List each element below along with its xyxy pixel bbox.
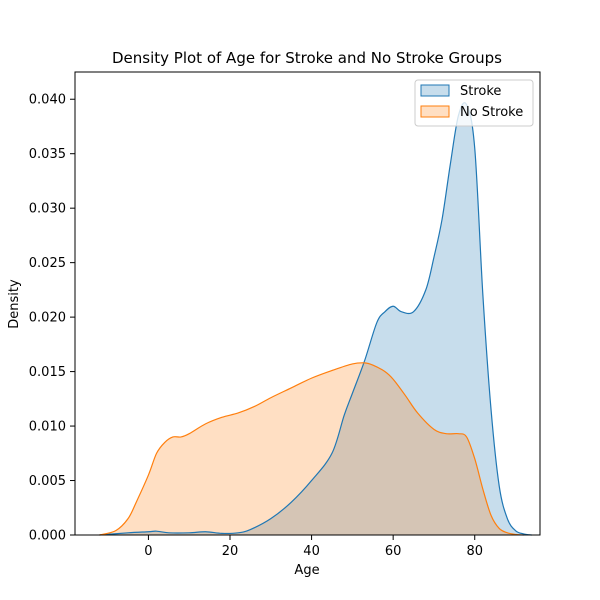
legend-box bbox=[414, 79, 534, 127]
x-axis-ticks: 0 20 40 60 80 bbox=[144, 535, 483, 559]
legend-label-stroke: Stroke bbox=[460, 84, 501, 99]
y-axis-ticks: 0.000 0.005 0.010 0.015 0.020 0.025 0.030 0.035… bbox=[29, 93, 75, 544]
y-tick-label: 0.015 bbox=[29, 365, 66, 380]
legend: Stroke No Stroke bbox=[414, 79, 534, 127]
y-tick-label: 0.035 bbox=[29, 147, 66, 162]
y-tick-label: 0.005 bbox=[29, 474, 66, 489]
legend-swatch-no-stroke bbox=[420, 105, 450, 118]
y-tick-label: 0.030 bbox=[29, 202, 66, 217]
plot-frame bbox=[74, 71, 541, 536]
density-area-no-stroke bbox=[99, 362, 524, 535]
chart-title: Density Plot of Age for Stroke and No St… bbox=[112, 49, 502, 67]
x-tick-label: 0 bbox=[144, 544, 152, 559]
x-tick-label: 40 bbox=[303, 544, 320, 559]
density-lines bbox=[99, 102, 532, 536]
y-axis-label: Density bbox=[7, 279, 22, 329]
x-tick-label: 80 bbox=[466, 544, 483, 559]
legend-swatch-stroke bbox=[420, 84, 450, 97]
y-tick-label: 0.040 bbox=[29, 93, 66, 108]
density-area-stroke bbox=[99, 102, 532, 536]
x-axis-label: Age bbox=[294, 563, 319, 578]
y-tick-label: 0.020 bbox=[29, 311, 66, 326]
density-areas bbox=[99, 102, 532, 536]
density-line-stroke bbox=[99, 102, 532, 536]
y-tick-label: 0.025 bbox=[29, 256, 66, 271]
density-line-no-stroke bbox=[99, 362, 524, 536]
x-tick-label: 20 bbox=[222, 544, 239, 559]
y-tick-label: 0.010 bbox=[29, 420, 66, 435]
y-tick-label: 0.000 bbox=[29, 529, 66, 544]
legend-label-no-stroke: No Stroke bbox=[460, 105, 523, 120]
x-tick-label: 60 bbox=[385, 544, 402, 559]
